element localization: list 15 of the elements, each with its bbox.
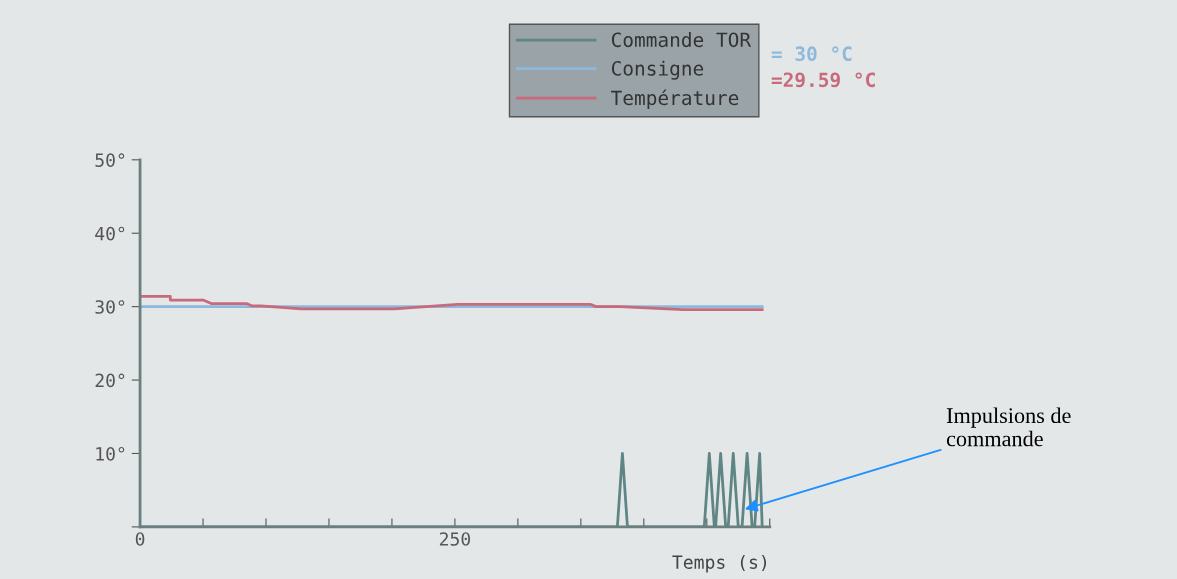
y-tick-label: 20°: [95, 373, 125, 388]
legend-label: Commande TOR: [611, 32, 752, 48]
x-tick-label: 250: [439, 532, 471, 546]
y-tick-label: 50°: [95, 153, 125, 167]
text: =29.59 °C: [771, 72, 875, 88]
y-tick-label: 40°: [95, 226, 125, 241]
x-tick-label: 0: [135, 532, 145, 546]
line-series: [140, 294, 764, 311]
y-tick-label: 30°: [95, 300, 125, 314]
annotation: Impulsions de commande: [946, 407, 1071, 447]
x-axis-title: Temps (s): [672, 554, 767, 573]
text: = 30 °C: [771, 46, 852, 62]
legend-label: Température: [611, 89, 739, 109]
y-tick-label: 10°: [96, 446, 125, 461]
legend-label: Consigne: [611, 60, 704, 80]
